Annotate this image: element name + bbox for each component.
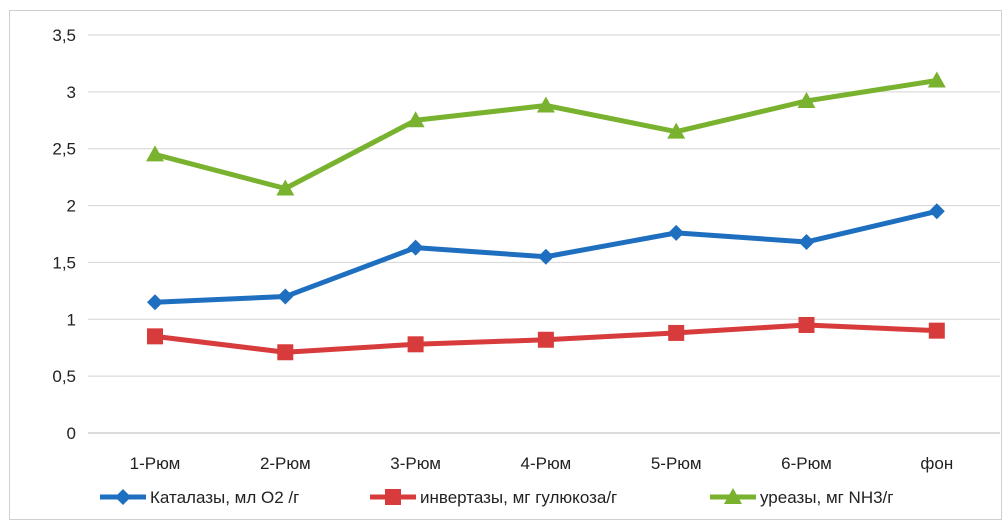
legend-marker-triangle	[724, 488, 742, 504]
y-tick-label: 3,5	[52, 26, 76, 45]
data-point-triangle	[406, 111, 425, 128]
data-point-diamond	[798, 233, 815, 250]
series-1	[147, 203, 945, 311]
data-point-diamond	[928, 203, 945, 220]
y-tick-label: 0	[67, 424, 76, 443]
data-point-square	[277, 344, 294, 361]
data-point-square	[537, 331, 554, 348]
data-point-square	[147, 328, 163, 345]
y-tick-label: 1,5	[52, 253, 76, 272]
data-point-square	[798, 316, 815, 333]
data-point-triangle	[667, 122, 686, 139]
data-point-triangle	[276, 179, 295, 196]
series-layer	[146, 71, 946, 361]
data-point-diamond	[407, 239, 424, 256]
y-axis-ticks: 0 0,5 1 1,5 2 2,5 3 3,5	[52, 26, 76, 443]
data-point-square	[928, 322, 945, 339]
data-point-square	[668, 324, 685, 341]
y-tick-label: 0,5	[52, 367, 76, 386]
y-tick-label: 2,5	[52, 140, 76, 159]
legend-item: инвертазы, мг гулюкоза/г	[370, 488, 617, 507]
y-tick-label: 2	[67, 197, 76, 216]
series-3	[146, 71, 946, 196]
legend-item: уреазы, мг NH3/г	[710, 488, 894, 507]
x-tick-label: фон	[920, 454, 953, 473]
y-tick-label: 1	[67, 310, 76, 329]
legend-marker-diamond	[115, 489, 131, 505]
x-axis-ticks: 1-Рюм 2-Рюм 3-Рюм 4-Рюм 5-Рюм 6-Рюм фон	[130, 454, 954, 473]
data-point-triangle	[146, 145, 164, 162]
data-point-diamond	[668, 224, 685, 241]
legend-label: инвертазы, мг гулюкоза/г	[420, 488, 617, 507]
legend-label: Каталазы, мл О2 /г	[150, 488, 299, 507]
data-point-triangle	[927, 71, 946, 88]
x-tick-label: 1-Рюм	[130, 454, 181, 473]
legend-item: Каталазы, мл О2 /г	[100, 488, 299, 507]
data-point-triangle	[536, 96, 555, 113]
x-tick-label: 3-Рюм	[390, 454, 441, 473]
data-point-triangle	[797, 91, 816, 108]
legend-marker-square	[385, 489, 401, 505]
data-point-diamond	[147, 294, 163, 311]
gridlines	[88, 34, 1000, 434]
x-tick-label: 6-Рюм	[781, 454, 832, 473]
y-tick-label: 3	[67, 83, 76, 102]
x-tick-label: 4-Рюм	[521, 454, 572, 473]
legend-label: уреазы, мг NH3/г	[760, 488, 894, 507]
series-2	[147, 316, 945, 361]
x-tick-label: 5-Рюм	[651, 454, 702, 473]
data-point-diamond	[277, 288, 294, 305]
x-tick-label: 2-Рюм	[260, 454, 311, 473]
data-point-square	[407, 336, 424, 353]
legend: Каталазы, мл О2 /г инвертазы, мг гулюкоза…	[100, 488, 894, 507]
data-point-diamond	[537, 248, 554, 265]
